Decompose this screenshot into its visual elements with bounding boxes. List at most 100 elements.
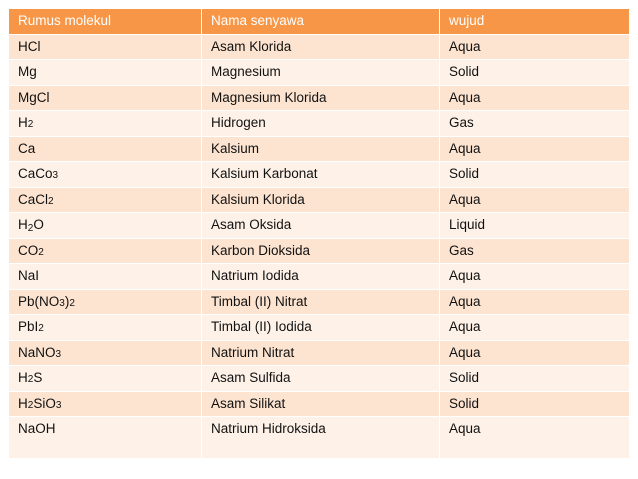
formula-text: H [18, 115, 28, 130]
state-cell: Aqua [440, 187, 629, 213]
state-cell: Aqua [440, 34, 629, 60]
formula-cell: H2O [9, 213, 202, 239]
state-cell: Solid [440, 162, 629, 188]
table-row: PbI2 Timbal (II) Iodida Aqua [9, 315, 629, 341]
formula-text: CaCo [18, 166, 53, 181]
table-row: MgCl Magnesium Klorida Aqua [9, 85, 629, 111]
compound-table: Rumus molekul Nama senyawa wujud HCl Asam… [9, 9, 629, 459]
formula-cell: NaNO3 [9, 340, 202, 366]
formula-subscript: 2 [27, 119, 34, 130]
formula-cell: CaCo3 [9, 162, 202, 188]
table-row: CaCo3 Kalsium Karbonat Solid [9, 162, 629, 188]
compound-name-cell: Asam Sulfida [202, 366, 440, 392]
formula-text: PbI [18, 319, 39, 334]
state-cell: Aqua [440, 289, 629, 315]
formula-text: MgCl [18, 89, 50, 105]
formula-text: ) [64, 293, 70, 309]
compound-name-cell: Magnesium [202, 60, 440, 86]
formula-cell: H2 [9, 111, 202, 137]
compound-name-cell: Natrium Hidroksida [202, 417, 440, 459]
formula-subscript: 3 [55, 348, 62, 360]
table-row: HCl Asam Klorida Aqua [9, 34, 629, 60]
formula-text: H [18, 217, 28, 232]
table-row: Mg Magnesium Solid [9, 60, 629, 86]
state-cell: Solid [440, 391, 629, 417]
formula-subscript: 2 [69, 297, 75, 309]
compound-name-cell: Kalsium Klorida [202, 187, 440, 213]
state-cell: Aqua [440, 315, 629, 341]
formula-subscript: 3 [55, 399, 62, 411]
state-cell: Liquid [440, 213, 629, 239]
compound-name-cell: Asam Klorida [202, 34, 440, 60]
formula-subscript: 2 [27, 223, 34, 234]
formula-text: HCl [18, 38, 41, 54]
formula-subscript: 2 [27, 399, 34, 411]
table-row: H2O Asam Oksida Liquid [9, 213, 629, 239]
header-state: wujud [440, 9, 629, 35]
formula-text: Mg [18, 64, 37, 79]
table-row: NaNO3 Natrium Nitrat Aqua [9, 340, 629, 366]
formula-text: CaCl [18, 191, 49, 207]
formula-cell: Mg [9, 60, 202, 86]
table-row: NaOH Natrium Hidroksida Aqua [9, 417, 629, 459]
formula-text: S [33, 370, 43, 385]
formula-cell: H2SiO3 [9, 391, 202, 417]
header-name: Nama senyawa [202, 9, 440, 35]
formula-subscript: 2 [38, 323, 44, 334]
formula-text: NaI [18, 268, 40, 283]
formula-subscript: 2 [48, 195, 54, 207]
formula-cell: CaCl2 [9, 187, 202, 213]
header-formula: Rumus molekul [9, 9, 202, 35]
table-row: H2 Hidrogen Gas [9, 111, 629, 137]
formula-subscript: 3 [59, 297, 65, 309]
formula-text: O [33, 217, 44, 232]
compound-name-cell: Magnesium Klorida [202, 85, 440, 111]
table-body: HCl Asam Klorida Aqua Mg Magnesium Solid MgCl M… [9, 34, 629, 459]
formula-text: Ca [18, 140, 36, 156]
compound-name-cell: Kalsium [202, 136, 440, 162]
table-row: CO2 Karbon Dioksida Gas [9, 238, 629, 264]
state-cell: Aqua [440, 85, 629, 111]
state-cell: Aqua [440, 340, 629, 366]
formula-text: NaOH [18, 421, 56, 436]
formula-cell: NaI [9, 264, 202, 290]
compound-name-cell: Timbal (II) Iodida [202, 315, 440, 341]
state-cell: Aqua [440, 136, 629, 162]
table-row: NaI Natrium Iodida Aqua [9, 264, 629, 290]
compound-name-cell: Timbal (II) Nitrat [202, 289, 440, 315]
formula-text: CO [18, 242, 39, 258]
formula-text: H [18, 370, 28, 385]
compound-name-cell: Natrium Iodida [202, 264, 440, 290]
formula-cell: MgCl [9, 85, 202, 111]
formula-cell: H2S [9, 366, 202, 392]
compound-name-cell: Asam Oksida [202, 213, 440, 239]
compound-name-cell: Hidrogen [202, 111, 440, 137]
formula-subscript: 2 [27, 374, 34, 385]
formula-text: Pb(NO [18, 293, 60, 309]
state-cell: Gas [440, 238, 629, 264]
formula-text: H [18, 395, 28, 411]
state-cell: Solid [440, 60, 629, 86]
formula-cell: HCl [9, 34, 202, 60]
formula-cell: PbI2 [9, 315, 202, 341]
formula-cell: Ca [9, 136, 202, 162]
compound-name-cell: Karbon Dioksida [202, 238, 440, 264]
table-row: CaCl2 Kalsium Klorida Aqua [9, 187, 629, 213]
table-row: Pb(NO3)2 Timbal (II) Nitrat Aqua [9, 289, 629, 315]
table-row: Ca Kalsium Aqua [9, 136, 629, 162]
formula-subscript: 3 [52, 170, 59, 181]
table-row: H2SiO3 Asam Silikat Solid [9, 391, 629, 417]
compound-name-cell: Asam Silikat [202, 391, 440, 417]
compound-name-cell: Kalsium Karbonat [202, 162, 440, 188]
formula-text: NaNO [18, 344, 56, 360]
formula-subscript: 2 [38, 246, 44, 258]
table-row: H2S Asam Sulfida Solid [9, 366, 629, 392]
state-cell: Gas [440, 111, 629, 137]
formula-cell: NaOH [9, 417, 202, 459]
state-cell: Aqua [440, 264, 629, 290]
formula-cell: CO2 [9, 238, 202, 264]
formula-cell: Pb(NO3)2 [9, 289, 202, 315]
state-cell: Solid [440, 366, 629, 392]
state-cell: Aqua [440, 417, 629, 459]
table-header-row: Rumus molekul Nama senyawa wujud [9, 9, 629, 35]
